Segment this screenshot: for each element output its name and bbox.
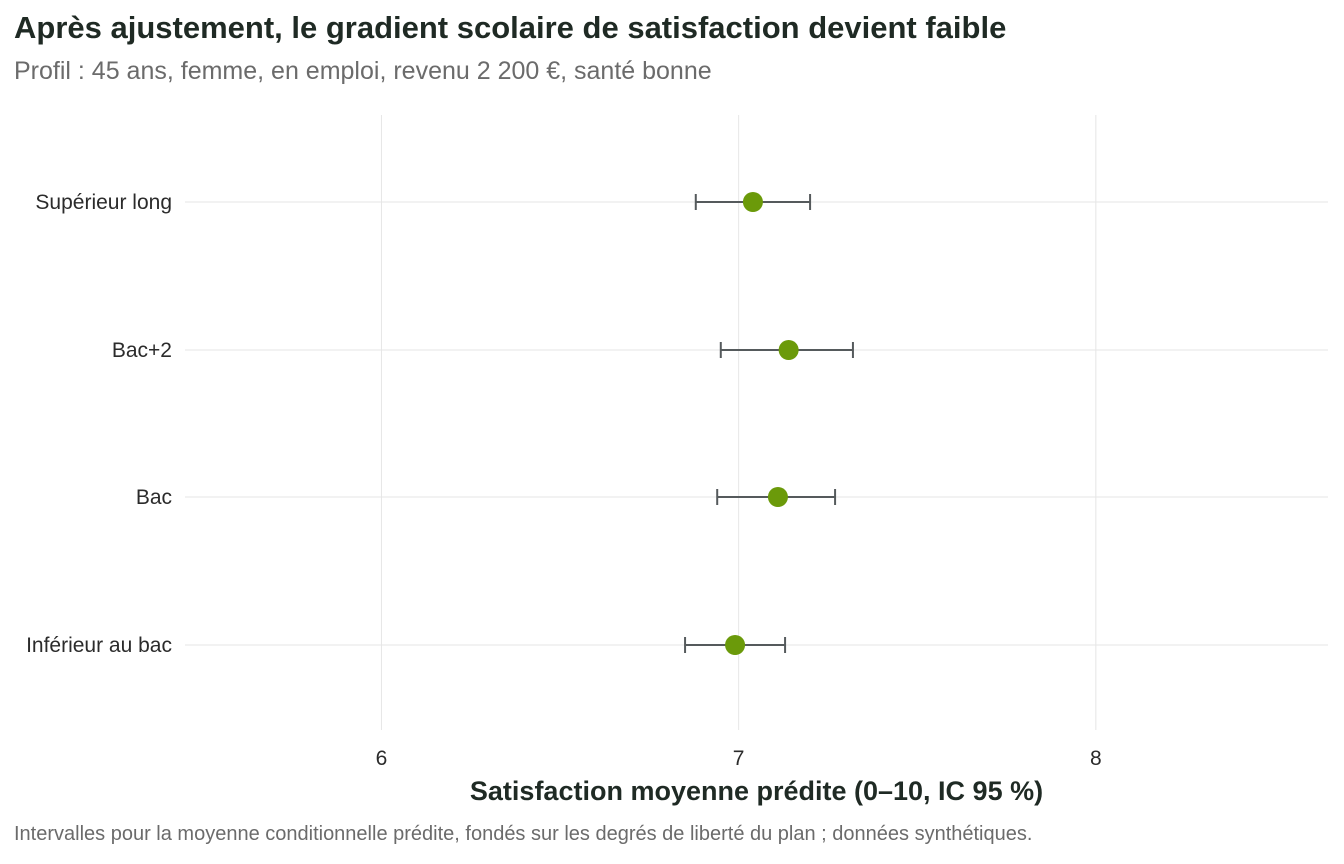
data-marks: [684, 192, 854, 655]
x-tick-label: 8: [1090, 747, 1102, 770]
chart-title: Après ajustement, le gradient scolaire d…: [14, 10, 1007, 45]
chart-caption: Intervalles pour la moyenne conditionnel…: [14, 823, 1033, 845]
estimate-row: [694, 192, 812, 212]
y-tick-label: Inférieur au bac: [26, 634, 172, 657]
y-tick-label: Bac+2: [112, 339, 172, 362]
estimate-point: [742, 192, 763, 212]
estimate-point: [767, 487, 788, 507]
x-tick-label: 7: [733, 747, 745, 770]
y-tick-label: Bac: [136, 486, 172, 509]
x-axis-label: Satisfaction moyenne prédite (0–10, IC 9…: [470, 776, 1043, 806]
x-tick-label: 6: [376, 747, 388, 770]
y-tick-labels: Supérieur long Bac+2 Bac Inférieur au bac: [26, 191, 172, 657]
estimate-point: [778, 340, 799, 360]
estimate-row: [716, 487, 837, 507]
estimate-row: [684, 635, 787, 655]
chart-subtitle: Profil : 45 ans, femme, en emploi, reven…: [14, 57, 712, 85]
estimate-row: [719, 340, 854, 360]
estimate-point: [725, 635, 746, 655]
y-tick-label: Supérieur long: [35, 191, 172, 214]
x-tick-labels: 6 7 8: [376, 747, 1102, 770]
